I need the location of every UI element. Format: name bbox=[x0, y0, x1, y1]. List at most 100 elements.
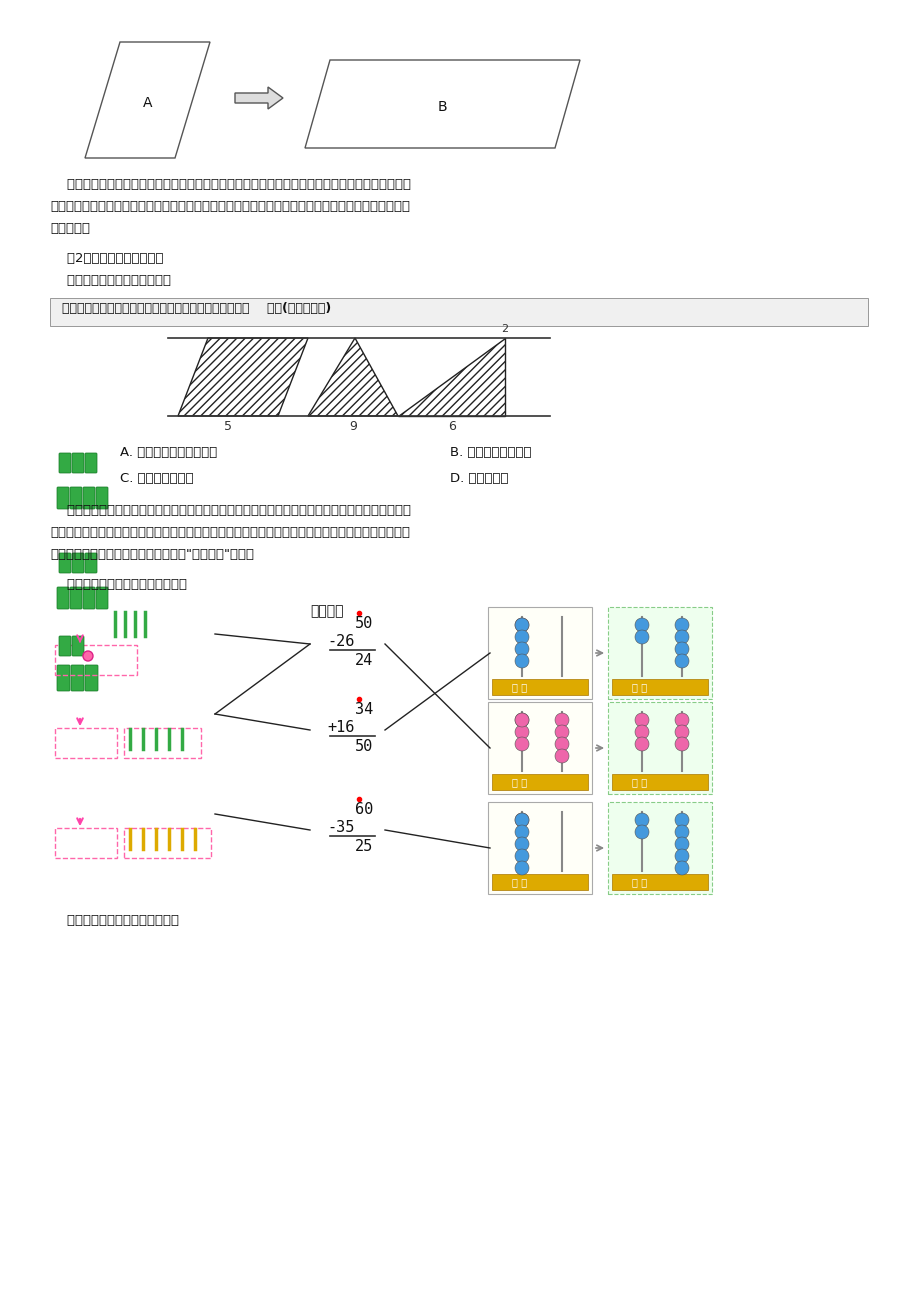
Text: 现公式，而是三种图形借助一组平行线联系起来，让学生比较它们的面积大小。正是借助着三种图形之: 现公式，而是三种图形借助一组平行线联系起来，让学生比较它们的面积大小。正是借助着… bbox=[50, 526, 410, 539]
FancyBboxPatch shape bbox=[611, 874, 708, 891]
Circle shape bbox=[675, 861, 688, 875]
Text: 间的关系，通过联系，使得基础知识也"灵活多样"起来。: 间的关系，通过联系，使得基础知识也"灵活多样"起来。 bbox=[50, 548, 254, 561]
Circle shape bbox=[634, 713, 648, 727]
Circle shape bbox=[634, 825, 648, 838]
Text: 例：将数的多种表征方式相联系: 例：将数的多种表征方式相联系 bbox=[50, 914, 179, 927]
FancyBboxPatch shape bbox=[492, 874, 587, 891]
FancyBboxPatch shape bbox=[487, 702, 591, 794]
Circle shape bbox=[515, 630, 528, 644]
FancyBboxPatch shape bbox=[83, 487, 95, 509]
Circle shape bbox=[675, 812, 688, 827]
Text: 十 个: 十 个 bbox=[631, 878, 647, 887]
Circle shape bbox=[515, 654, 528, 668]
FancyBboxPatch shape bbox=[72, 635, 84, 656]
Circle shape bbox=[515, 849, 528, 863]
Circle shape bbox=[675, 713, 688, 727]
Circle shape bbox=[515, 725, 528, 740]
Circle shape bbox=[554, 713, 568, 727]
Circle shape bbox=[554, 749, 568, 763]
FancyBboxPatch shape bbox=[71, 665, 84, 691]
FancyBboxPatch shape bbox=[487, 802, 591, 894]
Text: 十 个: 十 个 bbox=[512, 682, 527, 691]
Text: A. 平行四边形的面积最大: A. 平行四边形的面积最大 bbox=[119, 447, 217, 460]
Text: A: A bbox=[143, 96, 153, 109]
Text: 24: 24 bbox=[355, 654, 372, 668]
FancyBboxPatch shape bbox=[72, 553, 84, 573]
FancyBboxPatch shape bbox=[57, 487, 69, 509]
Text: 十 个: 十 个 bbox=[631, 682, 647, 691]
Text: B. 三角形的面积最大: B. 三角形的面积最大 bbox=[449, 447, 531, 460]
Text: -35: -35 bbox=[327, 820, 355, 835]
FancyBboxPatch shape bbox=[59, 635, 71, 656]
FancyBboxPatch shape bbox=[607, 607, 711, 699]
Circle shape bbox=[675, 618, 688, 631]
FancyBboxPatch shape bbox=[611, 680, 708, 695]
Text: 上面题目考察的基础知识是平行四边形、三角形、梯形的面积。考察图形的面积不是让学生直接再: 上面题目考察的基础知识是平行四边形、三角形、梯形的面积。考察图形的面积不是让学生… bbox=[50, 504, 411, 517]
FancyBboxPatch shape bbox=[85, 553, 96, 573]
Text: 十 个: 十 个 bbox=[512, 878, 527, 887]
FancyBboxPatch shape bbox=[59, 453, 71, 473]
Circle shape bbox=[515, 618, 528, 631]
FancyBboxPatch shape bbox=[50, 298, 867, 326]
Text: 连一连。: 连一连。 bbox=[310, 604, 343, 618]
Text: 50: 50 bbox=[355, 740, 372, 754]
Circle shape bbox=[675, 849, 688, 863]
FancyBboxPatch shape bbox=[607, 702, 711, 794]
Text: D. 面积都相等: D. 面积都相等 bbox=[449, 473, 508, 486]
FancyBboxPatch shape bbox=[57, 587, 69, 609]
Circle shape bbox=[515, 713, 528, 727]
Text: C. 梯形的面积最大: C. 梯形的面积最大 bbox=[119, 473, 193, 486]
Text: 十 个: 十 个 bbox=[631, 777, 647, 786]
Text: 9: 9 bbox=[348, 421, 357, 434]
Circle shape bbox=[675, 642, 688, 656]
Text: 上面题目主要考察周长和面积这两个基础知识。而考察周长和面积概念，重要的不是看学生是否已: 上面题目主要考察周长和面积这两个基础知识。而考察周长和面积概念，重要的不是看学生… bbox=[50, 178, 411, 191]
Polygon shape bbox=[398, 339, 505, 417]
Circle shape bbox=[515, 825, 528, 838]
FancyBboxPatch shape bbox=[59, 553, 71, 573]
Circle shape bbox=[634, 630, 648, 644]
FancyBboxPatch shape bbox=[607, 802, 711, 894]
Circle shape bbox=[554, 725, 568, 740]
Text: 例：将计算的多种表征方式相联系: 例：将计算的多种表征方式相联系 bbox=[50, 578, 187, 591]
Text: 6: 6 bbox=[448, 421, 456, 434]
FancyBboxPatch shape bbox=[96, 487, 108, 509]
Circle shape bbox=[634, 618, 648, 631]
FancyBboxPatch shape bbox=[492, 773, 587, 790]
Text: 5: 5 bbox=[223, 421, 232, 434]
Circle shape bbox=[515, 642, 528, 656]
Text: 50: 50 bbox=[355, 616, 372, 631]
Text: B: B bbox=[437, 100, 447, 115]
Text: 下面平行线间有三个图形，如果比较它们的面积，那么（    ）。(单位：厘米): 下面平行线间有三个图形，如果比较它们的面积，那么（ ）。(单位：厘米) bbox=[62, 302, 331, 315]
Polygon shape bbox=[308, 339, 398, 417]
FancyBboxPatch shape bbox=[96, 587, 108, 609]
Circle shape bbox=[554, 737, 568, 751]
Circle shape bbox=[675, 737, 688, 751]
Circle shape bbox=[634, 725, 648, 740]
Circle shape bbox=[515, 618, 528, 631]
Text: （2）通过联系而灵活多样: （2）通过联系而灵活多样 bbox=[50, 253, 164, 266]
Circle shape bbox=[515, 737, 528, 751]
FancyBboxPatch shape bbox=[70, 487, 82, 509]
Circle shape bbox=[515, 713, 528, 727]
Text: -26: -26 bbox=[327, 634, 355, 648]
Text: 十 个: 十 个 bbox=[512, 777, 527, 786]
Polygon shape bbox=[177, 339, 308, 417]
FancyBboxPatch shape bbox=[611, 773, 708, 790]
FancyBboxPatch shape bbox=[85, 665, 98, 691]
Circle shape bbox=[515, 812, 528, 827]
Circle shape bbox=[675, 725, 688, 740]
Circle shape bbox=[83, 651, 93, 661]
Text: 25: 25 bbox=[355, 838, 372, 854]
Text: 长和面积。: 长和面积。 bbox=[50, 223, 90, 234]
Circle shape bbox=[634, 812, 648, 827]
FancyBboxPatch shape bbox=[72, 453, 84, 473]
Text: 2: 2 bbox=[501, 324, 508, 335]
Circle shape bbox=[515, 861, 528, 875]
Circle shape bbox=[515, 812, 528, 827]
Text: 例：将几种图形的面积相联系: 例：将几种图形的面积相联系 bbox=[50, 273, 171, 286]
Circle shape bbox=[675, 630, 688, 644]
Circle shape bbox=[515, 837, 528, 852]
Circle shape bbox=[675, 837, 688, 852]
Text: 34: 34 bbox=[355, 702, 372, 717]
Text: 经记住了这些概念，更重要的是看学生是否理解这些概念。剥离美丽的包装后，这个题目考察的就是周: 经记住了这些概念，更重要的是看学生是否理解这些概念。剥离美丽的包装后，这个题目考… bbox=[50, 201, 410, 214]
